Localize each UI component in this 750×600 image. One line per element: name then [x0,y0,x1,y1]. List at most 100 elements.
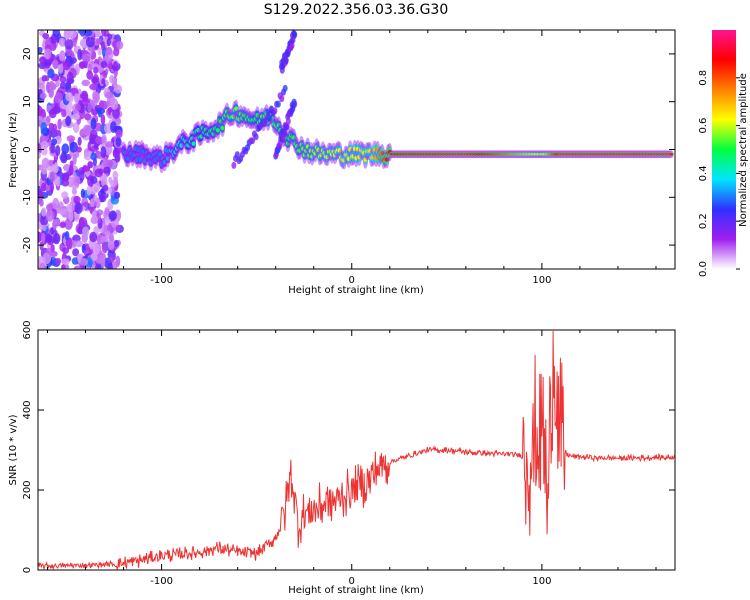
spectrogram-noise-cell [40,121,48,134]
spectrogram-noise-cell [68,165,74,176]
spectrogram-noise-cell [52,105,61,115]
spectrogram-branch-cell [272,107,278,115]
snr-x-ticks: -100 0 100 [47,330,657,587]
spectrogram-noise-cell [86,70,94,80]
spectrogram-branch-cell [275,100,281,108]
spectrogram-noise-cell [61,179,69,187]
colorbar-tick-label: 0.8 [698,70,709,86]
spectrogram-noise-cell [90,152,97,161]
spectrogram-noise-cell [71,257,80,265]
spectrogram-noise-cell [110,121,117,133]
colorbar-tick-label: 0.4 [698,165,709,181]
spectrogram-noise-cell [59,221,67,228]
spectrogram-noise-cell [91,76,99,84]
snr-x-label: Height of straight line (km) [288,585,424,596]
spectrogram-noise-cell [74,202,83,214]
spectrogram-ridge-cell [191,141,196,146]
spectrogram-noise-cell [45,233,53,243]
spectrogram-noise-cell [51,138,58,146]
spectrogram-noise-cell [40,140,49,149]
spectrogram-noise-cell [41,157,50,169]
spectrogram-noise-cell [58,51,65,62]
spectrogram-noise-cell [72,122,80,134]
spectrogram-branch-cell [292,100,298,108]
spectrogram-noise-cell [81,79,90,87]
spectrogram-noise-cell [100,60,108,69]
spectrogram-noise-cell [73,195,81,204]
spectrogram-noise-cell [103,257,113,269]
colorbar-tick-label: 0.6 [698,118,709,134]
spectrogram-noise-cell [93,66,99,75]
spectrogram-noise-cell [109,75,115,84]
spectrogram-noise-cell [98,100,105,109]
spectrogram-noise-cell [102,156,108,169]
spectrogram-noise-cell [73,175,81,187]
y-tick-label: 200 [22,480,33,499]
spectrogram-noise-cell [41,207,47,217]
spectrogram-noise-cell [38,190,44,199]
spectrogram-ridge-cell [215,127,220,133]
spectrogram-noise-cell [90,176,98,184]
spectrogram-noise-cell [93,30,101,38]
spectrogram-noise-cell [100,255,106,268]
spectrogram-noise-cell [87,161,94,169]
spectrogram-x-label: Height of straight line (km) [288,285,424,296]
spectrogram-branch-cell [284,123,290,131]
spectrogram-noise-cell [115,129,123,139]
spectrogram-noise-cell [113,47,120,57]
spectrogram-noise-cell [55,257,62,265]
spectrogram-noise-cell [54,92,63,104]
spectrogram-noise-cell [41,182,47,192]
y-tick-label: 10 [22,95,33,108]
spectrogram-noise-cell [93,142,99,150]
spectrogram-noise-cell [97,47,102,56]
y-tick-label: 20 [22,48,33,61]
spectrogram-noise-cell [79,38,87,48]
snr-series-line [38,330,675,570]
spectrogram-noise-cell [89,83,98,91]
colorbar-strip [712,30,736,269]
spectrogram-noise-cell [74,240,84,248]
spectrogram-noise-cell [90,252,98,261]
spectrogram-noise-cell [40,232,46,243]
spectrogram-noise-cell [78,217,88,228]
spectrogram-noise-cell [95,38,102,45]
spectrogram-noise-cell [47,68,55,79]
spectrogram-noise-cell [105,91,114,99]
spectrogram-noise-cell [100,174,107,187]
spectrogram-noise-cell [114,209,122,222]
spectrogram-noise-cell [52,232,61,245]
spectrogram-noise-cell [113,176,119,186]
colorbar-label: Normalized spectral amplitude [738,73,749,227]
spectrogram-noise-cell [113,239,119,248]
spectrogram-noise-cell [62,60,71,71]
spectrogram-noise-cell [42,224,47,232]
spectrogram-noise-cell [115,224,121,232]
snr-frame [37,329,676,571]
spectrogram-noise-cell [112,108,120,119]
spectrogram-branch-cell [265,109,271,117]
spectrogram-noise-cell [59,75,67,83]
spectrogram-noise-cell [68,209,74,222]
spectrogram-noise-cell [100,134,107,145]
colorbar: 0.0 0.2 0.4 0.6 0.8 Normalized spectral ampl… [698,30,749,277]
spectrogram-noise-cell [115,136,122,147]
spectrogram-noise-cell [101,241,109,254]
spectrogram-noise-cell [83,151,93,161]
spectrogram-noise-cell [82,124,92,136]
x-tick-label: -100 [150,275,173,286]
spectrogram-noise-cell [66,204,72,213]
spectrogram-branch-cell [279,95,285,103]
spectrogram-noise-cell [38,151,41,159]
spectrogram-noise-cell [95,263,102,269]
spectrogram-noise-cell [104,206,110,215]
spectrogram-branch-cell [289,41,295,49]
x-tick-label: 100 [532,275,551,286]
x-tick-label: 0 [349,576,355,587]
spectrogram-noise-cell [101,77,106,85]
snr-panel: -100 0 100 0 200 400 600 Height of straight l… [8,320,676,596]
spectrogram-branch-cell [283,57,289,65]
spectrogram-noise-cell [66,135,76,142]
